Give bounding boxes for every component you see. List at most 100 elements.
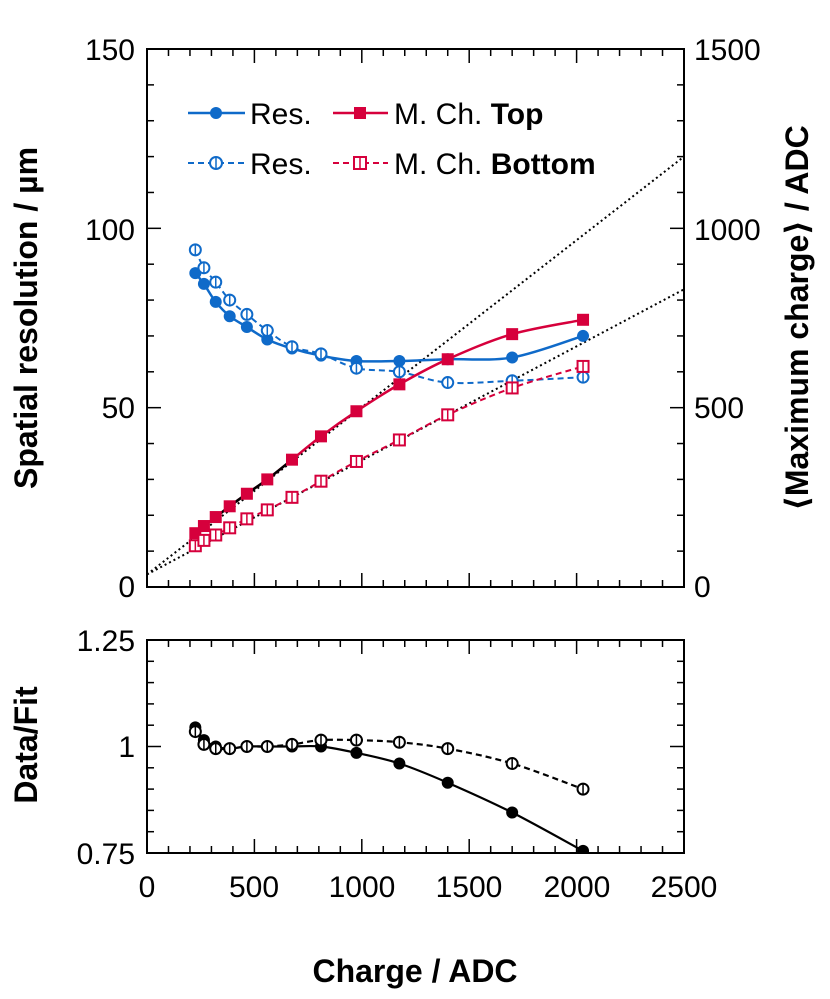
legend-res-top-label: Res.: [250, 98, 312, 131]
res-top-line: [194, 272, 584, 363]
y-tick-label-150: 150: [85, 34, 135, 67]
m-ch-top-point-8: [350, 405, 363, 418]
bottom-panel: 0.75 1 1.25 0 500 1000 1500 2000 2500 Da…: [8, 625, 717, 989]
legend-entry-res-top: Res.: [188, 98, 312, 131]
res-top-point-4: [240, 320, 253, 333]
legend: Res. M. Ch. Top Res. M. Ch. Bottom: [188, 98, 596, 181]
m-ch-top-point-10: [441, 353, 454, 366]
m-ch-top-line: [194, 318, 584, 535]
top-ratio-point-9: [393, 757, 406, 770]
bottom-fit-line: [147, 288, 684, 576]
res-bottom-point-2: [209, 275, 223, 289]
res-top-point-3: [223, 310, 236, 323]
bottom-ratio-point-12: [576, 782, 590, 796]
x-tick-label-500: 500: [229, 871, 279, 904]
res-bottom-point-8: [349, 361, 363, 375]
ratio-y-tick-label-0.75: 0.75: [77, 838, 135, 871]
y2-tick-label-1000: 1000: [694, 214, 761, 247]
ratio-y-tick-label-1.25: 1.25: [77, 625, 135, 658]
m-ch-bottom-point-2: [209, 528, 223, 542]
m-ch-bottom-point-4: [240, 512, 254, 526]
y-tick-label-100: 100: [85, 214, 135, 247]
y2-tick-label-500: 500: [694, 392, 744, 425]
legend-res-bottom-label: Res.: [250, 148, 312, 181]
m-ch-top-point-7: [314, 430, 327, 443]
legend-entry-res-bottom: Res.: [188, 148, 312, 181]
bottom-panel-series: [188, 721, 590, 853]
top-ratio-point-8: [350, 746, 363, 759]
res-bottom-point-5: [260, 324, 274, 338]
top-panel: 0 50 100 150 0 500 1000 1500 Spatial res…: [8, 34, 815, 604]
bottom-ratio-point-10: [441, 742, 455, 756]
res-bottom-point-6: [285, 340, 299, 354]
m-ch-top-point-1: [197, 520, 210, 533]
x-tick-label-2000: 2000: [544, 871, 611, 904]
res-bottom-point-0: [188, 243, 202, 257]
m-ch-top-point-4: [240, 487, 253, 500]
bottom-ratio-point-6: [285, 737, 299, 751]
y2-tick-label-1500: 1500: [694, 34, 761, 67]
res-top-point-2: [209, 295, 222, 308]
m-ch-bottom-point-12: [576, 359, 590, 373]
bottom-ratio-point-8: [349, 733, 363, 747]
y-tick-label-0: 0: [118, 571, 135, 604]
y-axis-title: Spatial resolution / µm: [8, 147, 44, 489]
bottom-ratio-point-11: [505, 757, 519, 771]
m-ch-top-point-12: [577, 313, 590, 326]
res-bottom-point-1: [197, 261, 211, 275]
m-ch-bottom-point-9: [392, 433, 406, 447]
res-top-point-11: [506, 351, 519, 364]
y-tick-label-50: 50: [102, 392, 135, 425]
top-fit-line: [147, 155, 684, 576]
bottom-ratio-point-1: [197, 737, 211, 751]
x-tick-label-0: 0: [139, 871, 156, 904]
res-bottom-point-4: [240, 307, 254, 321]
legend-entry-mch-bottom: M. Ch. Bottom: [333, 148, 596, 181]
y2-tick-label-0: 0: [694, 571, 711, 604]
res-top-point-12: [577, 329, 590, 342]
m-ch-bottom-point-8: [349, 454, 363, 468]
legend-mch-top-label: M. Ch. Top: [394, 98, 543, 131]
m-ch-top-point-6: [285, 453, 298, 466]
bottom-ratio-point-7: [314, 733, 328, 747]
m-ch-bottom-point-1: [197, 533, 211, 547]
bottom-ratio-point-0: [188, 725, 202, 739]
res-bottom-point-3: [223, 293, 237, 307]
legend-mch-bottom-label: M. Ch. Bottom: [394, 148, 596, 181]
top-plot-frame: [146, 48, 685, 588]
m-ch-top-point-11: [506, 328, 519, 341]
m-ch-top-point-5: [261, 473, 274, 486]
m-ch-top-point-9: [393, 378, 406, 391]
m-ch-bottom-point-11: [505, 381, 519, 395]
m-ch-top-point-3: [223, 500, 236, 513]
x-axis-title: Charge / ADC: [312, 953, 517, 989]
res-bottom-point-9: [392, 365, 406, 379]
y2-axis-title: ⟨Maximum charge⟩ / ADC: [779, 125, 815, 510]
m-ch-bottom-point-6: [285, 490, 299, 504]
res-bottom-line: [194, 249, 584, 385]
bottom-ratio-point-9: [392, 735, 406, 749]
m-ch-bottom-point-10: [441, 408, 455, 422]
res-top-point-1: [197, 277, 210, 290]
top-panel-series: [188, 243, 590, 553]
m-ch-bottom-point-5: [260, 503, 274, 517]
res-bottom-point-7: [314, 347, 328, 361]
legend-entry-mch-top: M. Ch. Top: [333, 98, 543, 131]
ratio-y-tick-label-1: 1: [118, 731, 135, 764]
res-top-point-5: [261, 333, 274, 346]
bottom-ratio-point-5: [260, 740, 274, 753]
m-ch-top-point-2: [209, 511, 222, 524]
ratio-y-axis-title: Data/Fit: [8, 686, 44, 804]
top-ratio-point-10: [441, 776, 454, 789]
res-bottom-point-10: [441, 376, 455, 390]
x-tick-label-2500: 2500: [651, 871, 718, 904]
bottom-plot-frame: [146, 639, 685, 854]
fit-lines: [147, 155, 684, 576]
bottom-ratio-point-2: [209, 742, 223, 756]
top-ratio-line: [194, 726, 584, 852]
m-ch-bottom-point-7: [314, 474, 328, 488]
x-tick-label-1500: 1500: [436, 871, 503, 904]
bottom-ratio-point-3: [223, 742, 237, 756]
m-ch-bottom-point-3: [223, 521, 237, 535]
